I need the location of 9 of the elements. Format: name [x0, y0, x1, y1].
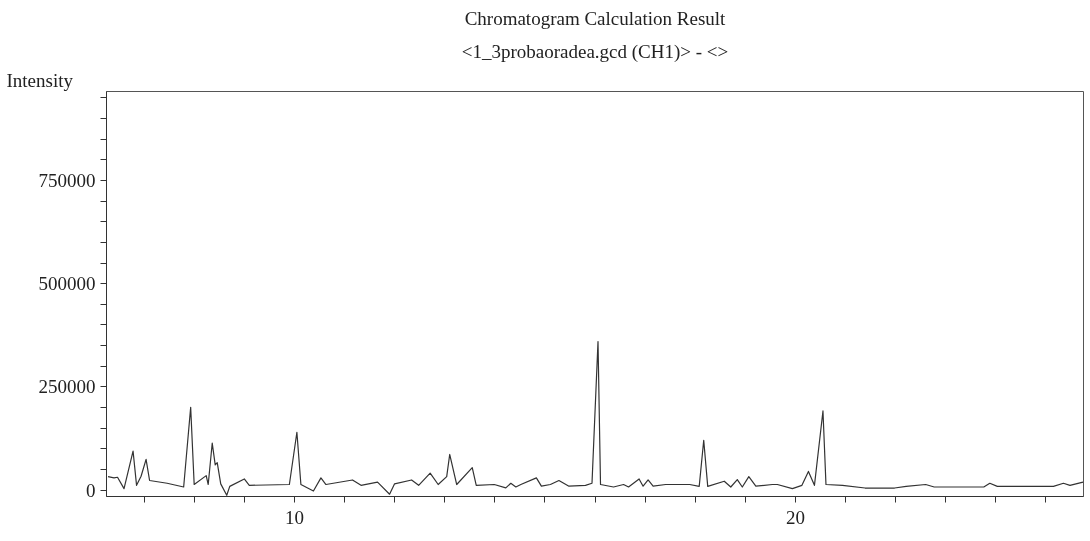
y-tick-label: 250000 — [38, 376, 96, 398]
x-tick-label: 10 — [284, 506, 304, 528]
y-axis-title: Intensity — [6, 69, 74, 91]
y-tick-label: 500000 — [38, 273, 96, 295]
y-tick-label: 0 — [86, 479, 96, 501]
chart-title: Chromatogram Calculation Result — [464, 7, 727, 29]
y-tick-label: 750000 — [38, 169, 96, 191]
x-tick-label: 20 — [785, 506, 805, 528]
chart-subtitle: <1_3probaoradea.gcd (CH1)> - <> — [461, 40, 729, 63]
